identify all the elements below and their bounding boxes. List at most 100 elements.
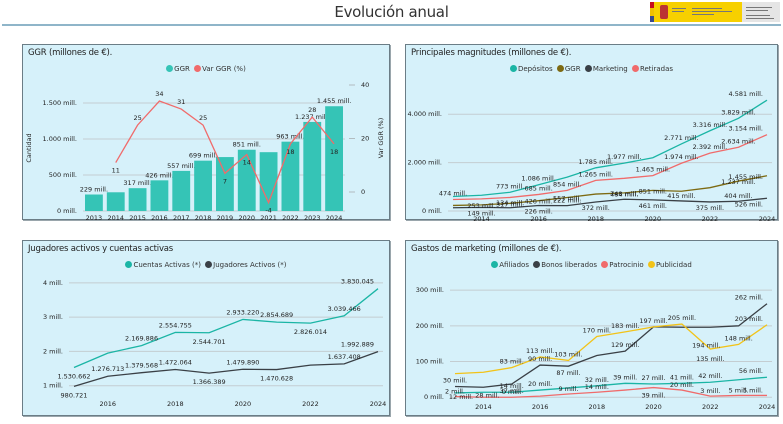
point-data-label: 183 mill.: [611, 322, 639, 330]
point-data-label: 1.470.628: [260, 375, 293, 383]
point-data-label: 851 mill.: [639, 187, 667, 195]
y-tick-label: 0 mill.: [57, 207, 77, 215]
bar-ggr: [216, 157, 234, 211]
legend-item-afiliados[interactable]: Afiliados: [491, 261, 529, 269]
point-data-label: 39 mill.: [641, 392, 665, 400]
chart-legend: Afiliados Bonos liberados Patrocinio Pub…: [406, 261, 777, 269]
bar-data-label: 426 mill.: [145, 171, 173, 179]
x-tick-label: 2014: [473, 215, 490, 223]
point-data-label: 3.829 mill.: [721, 108, 756, 116]
y2-axis-label: Var GGR (%): [377, 118, 385, 159]
x-tick-label: 2016: [532, 403, 549, 411]
x-tick-label: 2024: [759, 403, 776, 411]
point-data-label: 1.637.408: [328, 353, 361, 361]
chart-legend: Cuentas Activas (*) Jugadores Activos (*…: [23, 261, 389, 269]
x-tick-label: 2016: [100, 400, 117, 408]
point-data-label: 20 mill.: [528, 380, 552, 388]
point-data-label: 20 mill.: [670, 381, 694, 389]
point-data-label: 773 mill.: [496, 182, 524, 190]
x-tick-label: 2020: [238, 214, 255, 222]
legend-item-marketing[interactable]: Marketing: [584, 65, 628, 73]
point-data-label: 1.086 mill.: [521, 175, 556, 183]
x-tick-label: 2024: [759, 215, 776, 223]
line-var-ggr: [115, 100, 335, 205]
point-data-label: 1.366.389: [193, 378, 226, 386]
point-data-label: 90 mill.: [528, 355, 552, 363]
legend-item-jugadores-activos[interactable]: Jugadores Activos (*): [205, 261, 287, 269]
point-data-label: 474 mill.: [439, 190, 467, 198]
x-tick-label: 2024: [370, 400, 387, 408]
legend-item-publicidad[interactable]: Publicidad: [647, 261, 692, 269]
line-data-label: 18: [286, 148, 294, 156]
point-data-label: 2.169.886: [125, 335, 158, 343]
point-data-label: 748 mill.: [610, 190, 638, 198]
legend-item-var-ggr[interactable]: Var GGR (%): [194, 65, 246, 73]
series-line-retiradas: [452, 134, 768, 201]
point-data-label: 83 mill.: [500, 358, 524, 366]
x-tick-label: 2014: [107, 214, 124, 222]
legend-dot-icon: [533, 261, 541, 268]
x-tick-label: 2016: [530, 215, 547, 223]
line-data-label: 34: [155, 90, 163, 98]
legend-item-retiradas[interactable]: Retiradas: [631, 65, 673, 73]
point-data-label: 526 mill.: [735, 200, 763, 208]
legend-item-ggr[interactable]: GGR: [556, 65, 581, 73]
bar-ggr: [325, 106, 343, 211]
legend-dot-icon: [647, 261, 655, 268]
point-data-label: 1.992.889: [341, 341, 374, 349]
point-data-label: 32 mill.: [585, 376, 609, 384]
point-data-label: 1.379.568: [125, 362, 158, 370]
point-data-label: 113 mill.: [526, 347, 554, 355]
point-data-label: 2.634 mill.: [721, 137, 756, 145]
panel-title: Jugadores activos y cuentas activas: [28, 244, 174, 254]
panel-title: GGR (millones de €).: [28, 48, 113, 58]
chart-legend: GGR Var GGR (%): [23, 65, 389, 73]
point-data-label: 317 mill.: [496, 200, 524, 208]
y-tick-label: 2.000 mill.: [408, 159, 443, 167]
bar-ggr: [128, 188, 147, 211]
line-data-label: 14: [243, 159, 251, 167]
point-data-label: 5 mill.: [743, 386, 763, 394]
bar-data-label: 699 mill.: [189, 152, 217, 160]
legend-dot-icon: [631, 65, 639, 72]
legend-item-cuentas-activas[interactable]: Cuentas Activas (*): [125, 261, 201, 269]
point-data-label: 1.463 mill.: [636, 166, 671, 174]
line-data-label: -4: [265, 207, 271, 215]
point-data-label: 1.276.713: [91, 365, 124, 373]
bar-data-label: 317 mill.: [123, 179, 151, 187]
point-data-label: 0 mill.: [502, 388, 522, 396]
panel-title: Gastos de marketing (millones de €).: [411, 244, 562, 254]
point-data-label: 980.721: [61, 391, 88, 399]
legend-item-bonos-liberados[interactable]: Bonos liberados: [533, 261, 597, 269]
y-tick-label: 3 mill.: [43, 313, 63, 321]
legend-dot-icon: [491, 261, 499, 268]
series-line-ggr: [452, 175, 768, 207]
panel-title: Principales magnitudes (millones de €).: [411, 48, 572, 58]
x-tick-label: 2022: [702, 215, 719, 223]
legend-item-patrocinio[interactable]: Patrocinio: [601, 261, 644, 269]
point-data-label: 3 mill.: [700, 387, 720, 395]
y-tick-label: 500 mill.: [49, 171, 77, 179]
point-data-label: 1.974 mill.: [664, 153, 699, 161]
point-data-label: 1.237 mill.: [721, 178, 756, 186]
y-axis-label: Cantidad: [25, 133, 33, 162]
point-data-label: 170 mill.: [583, 327, 611, 335]
y-tick-label: 300 mill.: [416, 286, 444, 294]
point-data-label: 226 mill.: [524, 208, 552, 216]
point-data-label: 1.785 mill.: [578, 158, 613, 166]
point-data-label: 461 mill.: [639, 202, 667, 210]
legend-dot-icon: [166, 65, 174, 72]
point-data-label: 4.581 mill.: [729, 90, 764, 98]
point-data-label: 222 mill.: [553, 197, 581, 205]
x-tick-label: 2021: [260, 214, 277, 222]
bar-ggr: [150, 180, 169, 211]
chart-legend: Depósitos GGR Marketing Retiradas: [406, 65, 777, 73]
y2-tick-label: 0: [361, 188, 365, 196]
point-data-label: 56 mill.: [739, 367, 763, 375]
magnitudes-chart-plot: 0 mill. 2.000 mill. 4.000 mill. 2014 2016 201…: [408, 90, 776, 223]
point-data-label: 1.265 mill.: [578, 170, 613, 178]
legend-item-ggr[interactable]: GGR: [166, 65, 190, 73]
legend-item-depositos[interactable]: Depósitos: [509, 65, 553, 73]
point-data-label: 1.977 mill.: [607, 153, 642, 161]
flag-icon: [650, 2, 654, 22]
